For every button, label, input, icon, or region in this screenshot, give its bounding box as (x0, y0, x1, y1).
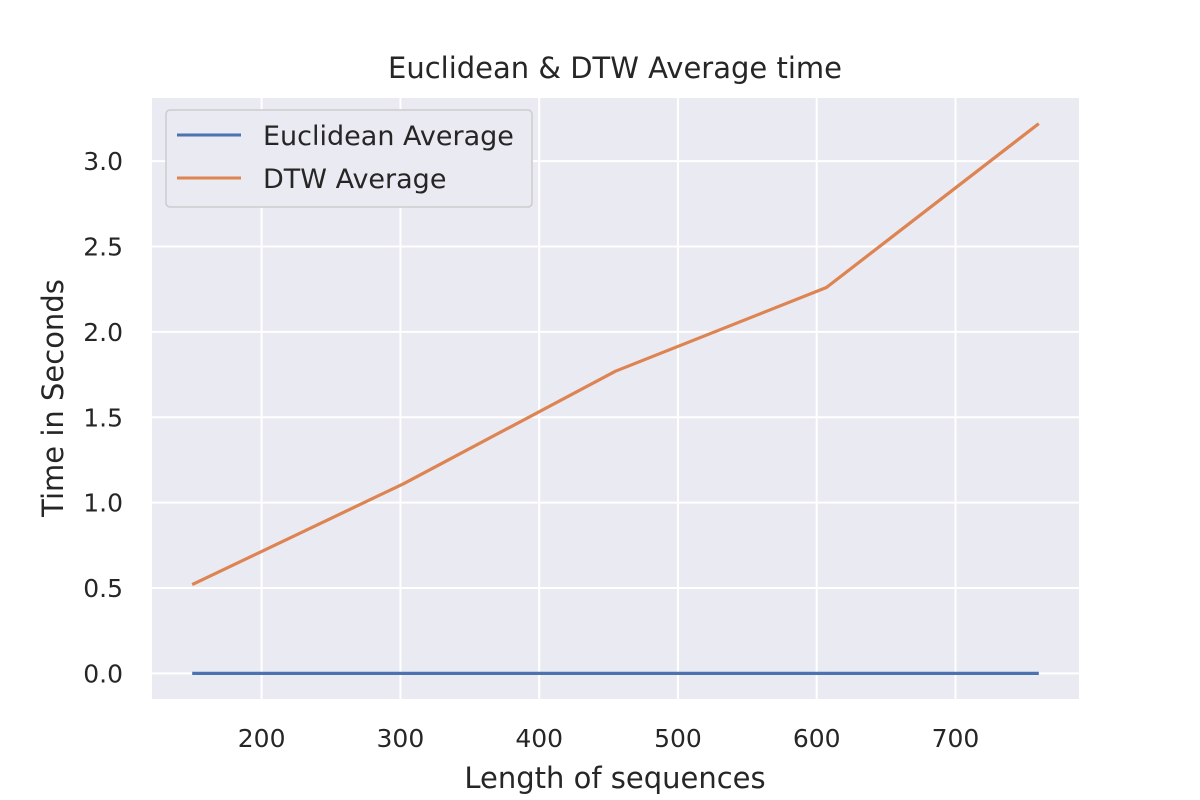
x-tick-label: 600 (793, 724, 841, 753)
y-tick-label: 0.5 (83, 574, 123, 603)
x-tick-label: 200 (238, 724, 286, 753)
x-tick-label: 700 (932, 724, 980, 753)
y-tick-label: 1.0 (83, 489, 123, 518)
x-tick-labels: 200 300 400 500 600 700 (238, 724, 980, 753)
grid-lines (152, 98, 1079, 699)
series-line-dtw (191, 122, 1040, 587)
legend: Euclidean Average DTW Average (165, 109, 533, 208)
y-tick-label: 1.5 (83, 403, 123, 432)
legend-box (165, 109, 533, 208)
x-tick-label: 400 (515, 724, 563, 753)
y-tick-labels: 0.0 0.5 1.0 1.5 2.0 2.5 3.0 (83, 147, 123, 688)
x-axis-label: Length of sequences (464, 761, 765, 795)
y-axis-label: Time in Seconds (36, 279, 70, 518)
y-tick-label: 0.0 (83, 659, 123, 688)
x-tick-label: 300 (377, 724, 425, 753)
series-lines (191, 122, 1040, 676)
legend-label-dtw: DTW Average (263, 164, 446, 195)
y-tick-label: 2.5 (83, 233, 123, 262)
legend-label-euclidean: Euclidean Average (263, 121, 514, 152)
chart-title: Euclidean & DTW Average time (388, 51, 842, 85)
x-tick-label: 500 (654, 724, 702, 753)
y-tick-label: 3.0 (83, 147, 123, 176)
y-tick-label: 2.0 (83, 318, 123, 347)
